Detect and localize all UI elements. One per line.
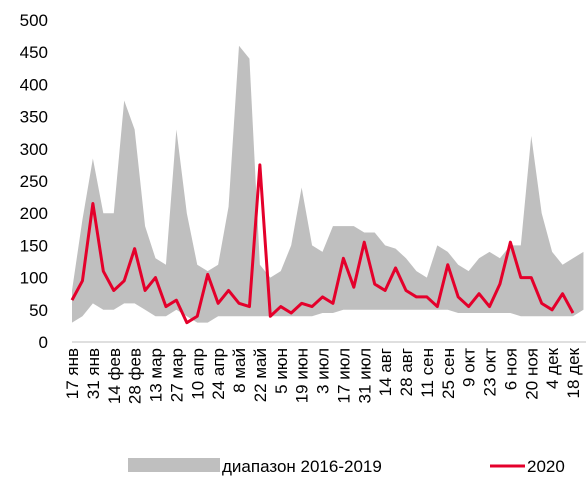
y-tick-label: 400 (20, 75, 48, 94)
range-band (72, 45, 584, 323)
x-tick-label: 4 дек (543, 347, 562, 389)
x-tick-label: 5 июн (272, 348, 291, 394)
x-tick-label: 6 ноя (501, 348, 520, 390)
y-tick-label: 150 (20, 236, 48, 255)
x-tick-label: 28 авг (397, 348, 416, 396)
x-tick-label: 19 июн (293, 348, 312, 403)
x-tick-label: 31 июл (355, 348, 374, 403)
x-tick-label: 17 янв (63, 348, 82, 399)
x-tick-label: 11 сен (418, 348, 437, 398)
y-tick-label: 300 (20, 140, 48, 159)
y-tick-label: 250 (20, 172, 48, 191)
x-tick-label: 14 авг (376, 348, 395, 396)
y-tick-label: 200 (20, 204, 48, 223)
x-tick-label: 23 окт (481, 348, 500, 397)
x-tick-label: 8 май (230, 348, 249, 393)
legend-label: диапазон 2016-2019 (222, 457, 382, 476)
legend-label: 2020 (527, 457, 565, 476)
y-tick-label: 100 (20, 269, 48, 288)
x-tick-label: 10 апр (188, 348, 207, 400)
x-tick-label: 24 апр (209, 348, 228, 400)
y-tick-label: 450 (20, 43, 48, 62)
x-tick-label: 3 июл (314, 348, 333, 394)
x-tick-label: 25 сен (439, 348, 458, 399)
x-tick-label: 28 фев (126, 348, 145, 404)
legend-swatch (128, 458, 220, 472)
x-tick-label: 18 дек (564, 347, 583, 398)
y-tick-label: 50 (29, 301, 48, 320)
y-tick-label: 0 (39, 333, 48, 352)
x-tick-label: 14 фев (105, 348, 124, 404)
line-2020 (70, 163, 575, 325)
x-tick-label: 20 ноя (522, 348, 541, 400)
x-tick-label: 17 июл (334, 348, 353, 403)
x-tick-label: 9 окт (460, 348, 479, 387)
x-tick-label: 13 мар (147, 348, 166, 402)
y-tick-label: 500 (20, 11, 48, 30)
x-tick-label: 22 май (251, 348, 270, 402)
x-tick-label: 27 мар (167, 348, 186, 402)
y-tick-label: 350 (20, 108, 48, 127)
x-tick-label: 31 янв (84, 348, 103, 399)
